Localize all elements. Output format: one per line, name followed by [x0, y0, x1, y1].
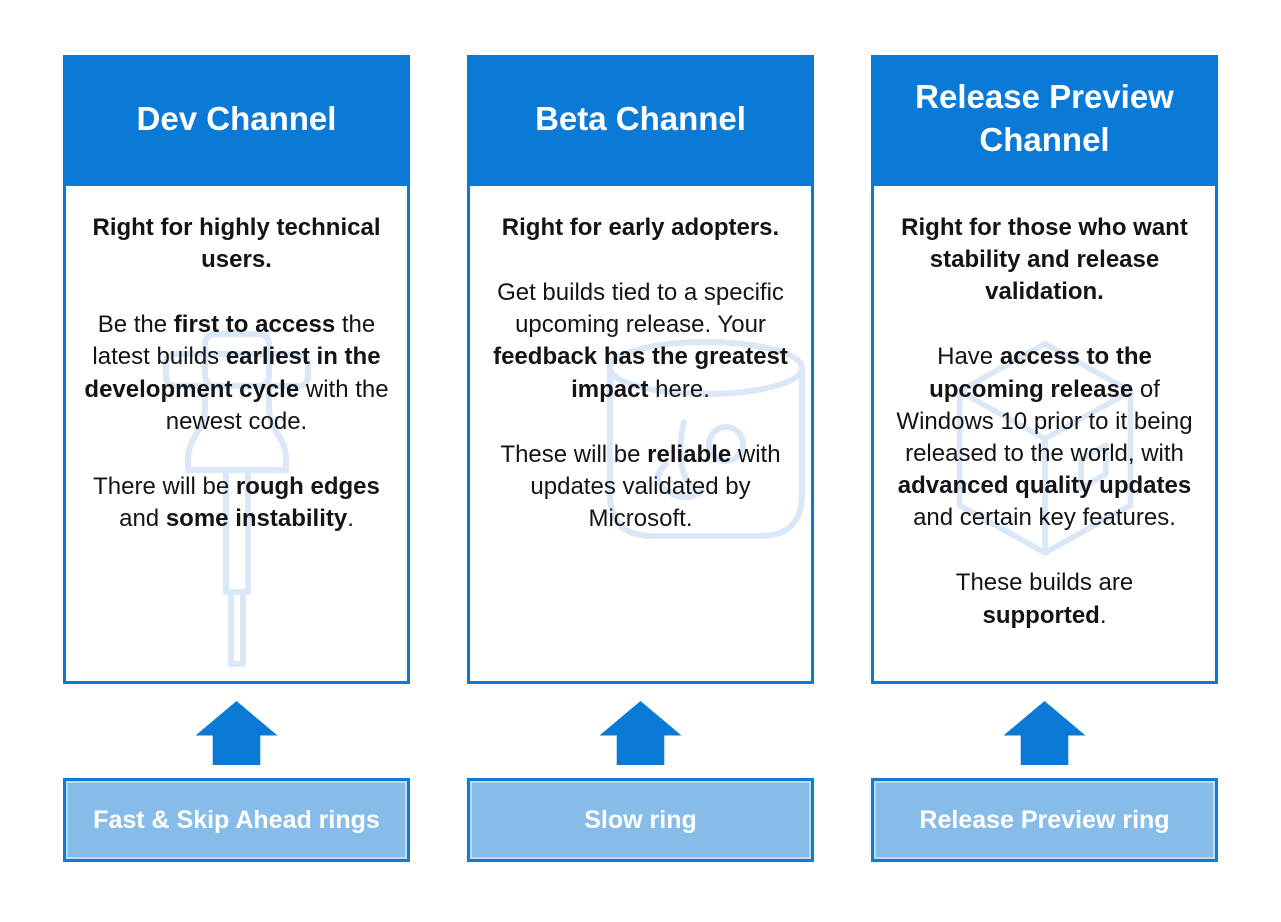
- arrow-zone: [1003, 701, 1086, 765]
- channel-paragraph: Right for highly technical users.: [92, 214, 381, 274]
- ring-label-box: Release Preview ring: [871, 778, 1218, 862]
- channel-title: Dev Channel: [136, 99, 337, 137]
- ring-label-box: Fast & Skip Ahead rings: [63, 778, 410, 862]
- up-arrow-icon: [195, 701, 278, 765]
- channel-body: Right for early adopters. Get builds tie…: [467, 183, 814, 684]
- column-release-preview-channel: Release Preview Channel Right for those …: [871, 55, 1218, 862]
- channel-paragraph: Right for early adopters.: [501, 214, 780, 241]
- channel-paragraph: These will be reliable with updates vali…: [500, 440, 781, 533]
- ring-label: Slow ring: [584, 805, 697, 834]
- channel-paragraph: There will be rough edges and some insta…: [93, 472, 380, 533]
- channel-title: Beta Channel: [535, 99, 746, 137]
- arrow-zone: [195, 701, 278, 765]
- channel-paragraph: Get builds tied to a specific upcoming r…: [493, 279, 788, 403]
- channel-title: Release Preview Channel: [915, 78, 1174, 158]
- up-arrow-icon: [1003, 701, 1086, 765]
- column-beta-channel: Beta Channel Right for early adopters. G…: [467, 55, 814, 862]
- ring-label-box: Slow ring: [467, 778, 814, 862]
- channel-body: Right for highly technical users. Be the…: [63, 183, 410, 684]
- ring-label: Fast & Skip Ahead rings: [93, 805, 380, 834]
- channel-header: Release Preview Channel: [871, 55, 1218, 183]
- arrow-zone: [599, 701, 682, 765]
- up-arrow-icon: [599, 701, 682, 765]
- channels-board: Dev Channel Right for highly technical u…: [63, 55, 1218, 862]
- channel-paragraph: Right for those who want stability and r…: [901, 214, 1188, 306]
- channel-paragraph: Be the first to access the latest builds…: [84, 311, 389, 435]
- channel-header: Beta Channel: [467, 55, 814, 183]
- channel-paragraph: Have access to the upcoming release of W…: [896, 343, 1193, 532]
- channel-body: Right for those who want stability and r…: [871, 183, 1218, 684]
- channel-header: Dev Channel: [63, 55, 410, 183]
- channel-paragraph: These builds are supported.: [955, 569, 1134, 629]
- ring-label: Release Preview ring: [919, 805, 1170, 834]
- column-dev-channel: Dev Channel Right for highly technical u…: [63, 55, 410, 862]
